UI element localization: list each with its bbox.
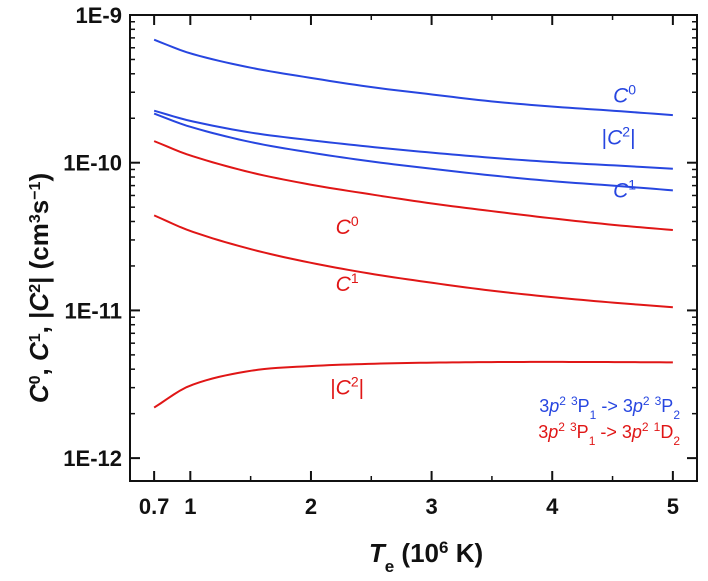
x-tick-label: 0.7 [139,494,170,519]
series-line-blue-0 [153,38,673,117]
series-line-red-5 [153,360,673,409]
y-tick-label: 1E-12 [63,446,122,471]
series-label: C1 [613,177,636,203]
x-tick-label: 2 [305,494,317,519]
x-axis-title: Te (106 K) [369,538,483,576]
series-label: |C2| [330,373,364,399]
series-lines [153,38,673,409]
series-line-red-4 [153,214,673,309]
x-tick-label: 1 [184,494,196,519]
x-axis-title-rest: (10 [394,538,439,568]
x-axis-title-sub: e [385,557,394,576]
series-annotations: C0 |C2| C1 C0 C1 |C2| [330,82,636,400]
plot-frame [129,14,698,482]
series-label: |C2| [602,123,636,149]
y-axis-title: C0, C1, |C2| (cm3s−1) [24,173,54,403]
x-tick-label: 4 [546,494,559,519]
x-axis-title-main: T [369,538,387,568]
x-tick-label: 5 [667,494,679,519]
y-tick-label: 1E-11 [65,298,123,323]
series-line-blue-2 [153,112,673,192]
legend-entry: 3p2 3P1 -> 3p2 3P2 [539,394,680,422]
x-axis-title-end: K) [448,538,483,568]
tick-labels: 0.7 1 2 3 4 5 1E-12 1E-11 1E-10 1E-9 [63,3,679,519]
x-axis-title-sup: 6 [439,538,448,557]
x-tick-label: 3 [425,494,437,519]
y-tick-label: 1E-9 [76,3,122,28]
y-tick-label: 1E-10 [63,151,122,176]
series-line-blue-1 [153,109,673,170]
series-label: C0 [336,213,359,239]
series-line-red-3 [153,140,673,232]
series-label: C1 [336,270,359,296]
legend-entry: 3p2 3P1 -> 3p2 1D2 [538,420,680,448]
series-label: C0 [613,82,636,108]
